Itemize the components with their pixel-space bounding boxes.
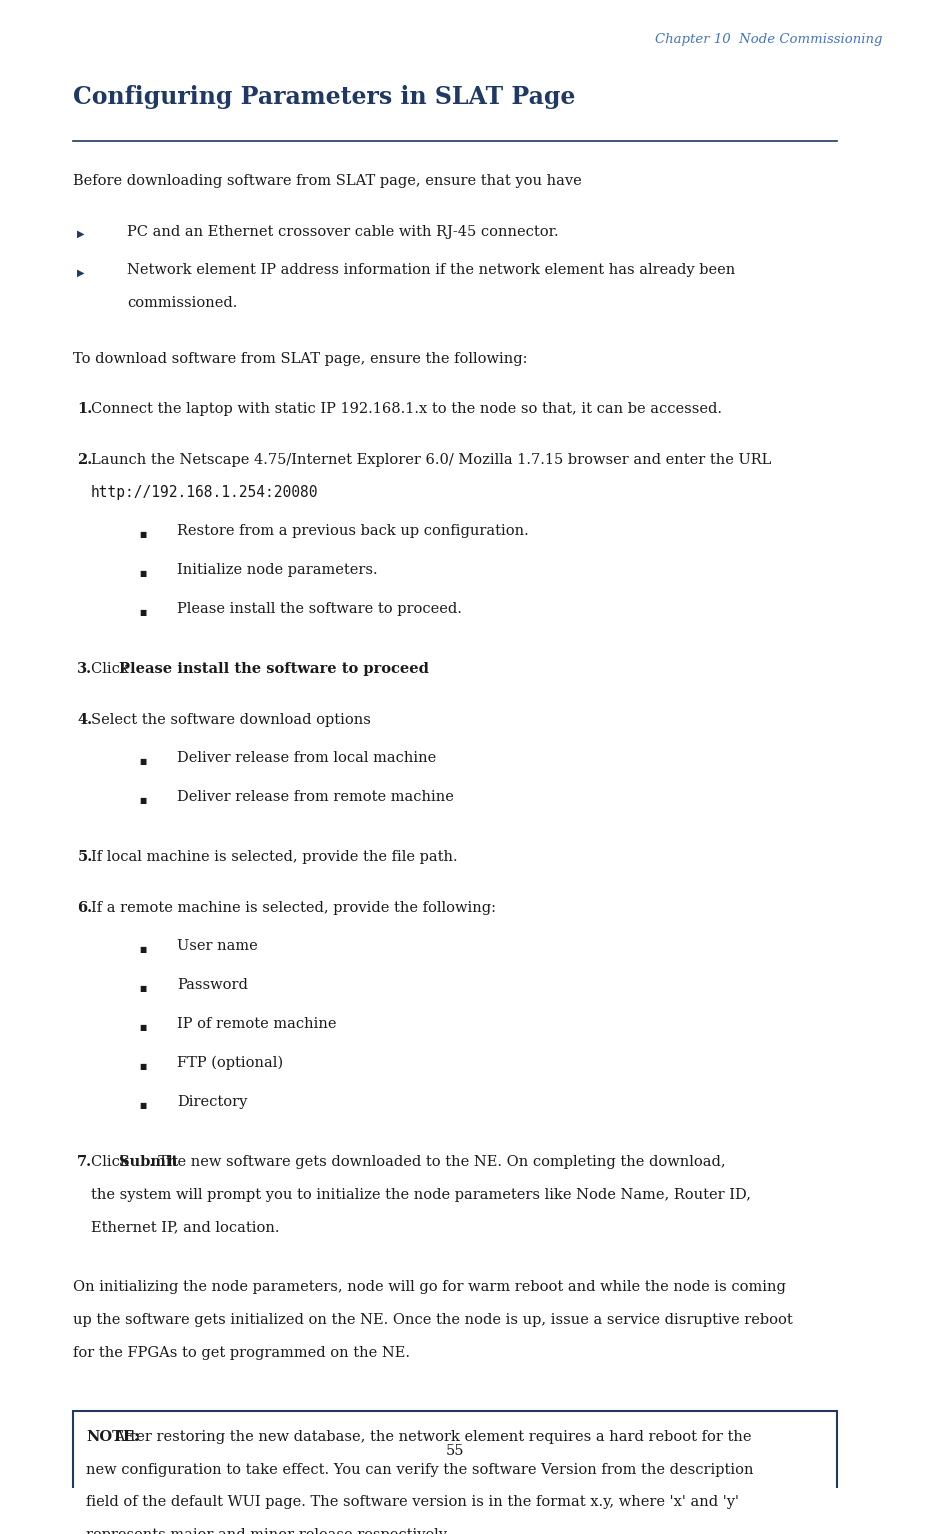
Text: Directory: Directory	[177, 1095, 247, 1109]
Text: If local machine is selected, provide the file path.: If local machine is selected, provide th…	[91, 850, 457, 864]
Text: ■: ■	[139, 756, 146, 765]
Text: ■: ■	[139, 1023, 146, 1032]
Text: commissioned.: commissioned.	[127, 296, 238, 310]
Text: After restoring the new database, the network element requires a hard reboot for: After restoring the new database, the ne…	[110, 1430, 751, 1443]
Text: 3.: 3.	[77, 663, 92, 676]
Text: Deliver release from local machine: Deliver release from local machine	[177, 750, 437, 765]
Text: 1.: 1.	[77, 402, 92, 416]
Text: new configuration to take effect. You can verify the software Version from the d: new configuration to take effect. You ca…	[87, 1463, 754, 1477]
Text: .: .	[309, 663, 314, 676]
Text: To download software from SLAT page, ensure the following:: To download software from SLAT page, ens…	[72, 351, 527, 365]
Text: for the FPGAs to get programmed on the NE.: for the FPGAs to get programmed on the N…	[72, 1345, 410, 1359]
Text: PC and an Ethernet crossover cable with RJ-45 connector.: PC and an Ethernet crossover cable with …	[127, 225, 559, 239]
Text: Password: Password	[177, 977, 248, 992]
Text: ■: ■	[139, 983, 146, 992]
Text: ▶: ▶	[77, 267, 85, 278]
Text: Chapter 10  Node Commissioning: Chapter 10 Node Commissioning	[654, 32, 882, 46]
Text: On initializing the node parameters, node will go for warm reboot and while the : On initializing the node parameters, nod…	[72, 1281, 786, 1295]
Text: Click: Click	[91, 663, 133, 676]
Text: User name: User name	[177, 939, 258, 953]
Text: ■: ■	[139, 1101, 146, 1109]
Text: 55: 55	[445, 1443, 464, 1459]
Text: ■: ■	[139, 945, 146, 954]
Text: ■: ■	[139, 796, 146, 805]
Text: http://192.168.1.254:20080: http://192.168.1.254:20080	[91, 485, 319, 500]
Text: FTP (optional): FTP (optional)	[177, 1055, 283, 1071]
Text: IP of remote machine: IP of remote machine	[177, 1017, 337, 1031]
FancyBboxPatch shape	[72, 1411, 837, 1534]
Text: 2.: 2.	[77, 453, 92, 466]
Text: ■: ■	[139, 1062, 146, 1071]
Text: ■: ■	[139, 569, 146, 577]
Text: Select the software download options: Select the software download options	[91, 713, 371, 727]
Text: Ethernet IP, and location.: Ethernet IP, and location.	[91, 1221, 280, 1235]
Text: up the software gets initialized on the NE. Once the node is up, issue a service: up the software gets initialized on the …	[72, 1313, 792, 1327]
Text: Deliver release from remote machine: Deliver release from remote machine	[177, 790, 455, 804]
Text: ■: ■	[139, 529, 146, 538]
Text: Connect the laptop with static IP 192.168.1.x to the node so that, it can be acc: Connect the laptop with static IP 192.16…	[91, 402, 722, 416]
Text: Please install the software to proceed: Please install the software to proceed	[119, 663, 429, 676]
Text: 7.: 7.	[77, 1155, 92, 1169]
Text: the system will prompt you to initialize the node parameters like Node Name, Rou: the system will prompt you to initialize…	[91, 1187, 751, 1203]
Text: 4.: 4.	[77, 713, 92, 727]
Text: 5.: 5.	[77, 850, 92, 864]
Text: Initialize node parameters.: Initialize node parameters.	[177, 563, 378, 577]
Text: ▶: ▶	[77, 229, 85, 239]
Text: Network element IP address information if the network element has already been: Network element IP address information i…	[127, 262, 735, 276]
Text: ■: ■	[139, 607, 146, 617]
Text: Click: Click	[91, 1155, 133, 1169]
Text: field of the default WUI page. The software version is in the format x.y, where : field of the default WUI page. The softw…	[87, 1496, 739, 1509]
Text: Launch the Netscape 4.75/Internet Explorer 6.0/ Mozilla 1.7.15 browser and enter: Launch the Netscape 4.75/Internet Explor…	[91, 453, 771, 466]
Text: . The new software gets downloaded to the NE. On completing the download,: . The new software gets downloaded to th…	[148, 1155, 726, 1169]
Text: represents major and minor release respectively.: represents major and minor release respe…	[87, 1528, 450, 1534]
Text: Submit: Submit	[119, 1155, 178, 1169]
Text: Before downloading software from SLAT page, ensure that you have: Before downloading software from SLAT pa…	[72, 175, 581, 189]
Text: NOTE:: NOTE:	[87, 1430, 140, 1443]
Text: Configuring Parameters in SLAT Page: Configuring Parameters in SLAT Page	[72, 84, 575, 109]
Text: 6.: 6.	[77, 900, 92, 914]
Text: Please install the software to proceed.: Please install the software to proceed.	[177, 601, 462, 615]
Text: Restore from a previous back up configuration.: Restore from a previous back up configur…	[177, 523, 529, 537]
Text: If a remote machine is selected, provide the following:: If a remote machine is selected, provide…	[91, 900, 495, 914]
